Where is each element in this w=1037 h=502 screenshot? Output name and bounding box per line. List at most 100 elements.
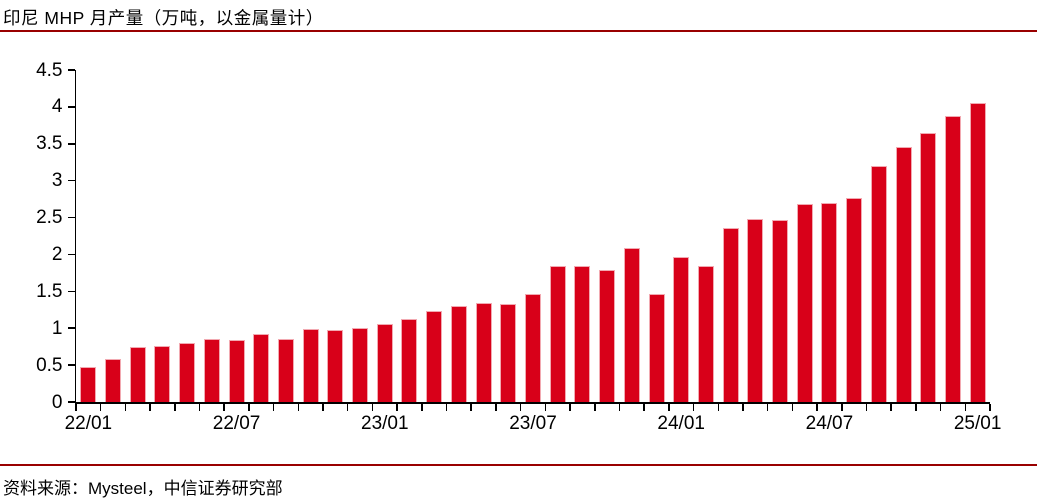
x-axis-tick-label: 23/01 [361, 413, 409, 434]
bar [549, 266, 566, 402]
chart-title: 印尼 MHP 月产量（万吨，以金属量计） [3, 8, 324, 28]
x-axis-tick [421, 403, 423, 411]
bar [920, 133, 937, 402]
bar [599, 269, 616, 402]
x-axis-tick [149, 403, 151, 411]
bar [327, 330, 344, 402]
x-axis-tick [594, 403, 596, 411]
y-axis-tick-label: 4.5 [36, 59, 63, 81]
y-axis-tick-label: 4 [51, 96, 63, 118]
bar [870, 165, 887, 402]
y-axis-tick [67, 364, 75, 366]
x-axis-tick-label: 23/07 [509, 413, 557, 434]
x-axis-tick [742, 403, 744, 411]
x-axis-tick [322, 403, 324, 411]
bar [154, 345, 171, 402]
x-axis-tick [865, 403, 868, 411]
x-axis-tick [99, 403, 102, 411]
bar [401, 319, 418, 402]
y-axis-tick [67, 69, 75, 71]
bar [228, 340, 245, 402]
y-axis-tick-label: 3 [51, 170, 63, 192]
x-axis-tick [470, 403, 472, 411]
bar [105, 359, 122, 402]
y-axis-tick [67, 106, 75, 108]
x-axis-tick [544, 403, 547, 411]
bar [500, 303, 517, 402]
x-axis-tick [75, 403, 77, 411]
bar [969, 103, 986, 402]
y-axis-tick [67, 179, 75, 182]
y-axis-tick [67, 401, 75, 403]
x-axis-tick [717, 403, 720, 411]
x-axis-tick [124, 403, 127, 411]
x-axis-tick [939, 403, 942, 411]
x-axis-tick [915, 403, 917, 411]
bar [203, 339, 220, 402]
x-axis-tick [841, 403, 843, 411]
x-axis-tick [668, 403, 670, 411]
y-axis-tick-label: 0 [51, 391, 63, 413]
x-axis-tick-label: 22/01 [64, 413, 113, 434]
x-axis-tick-label: 25/01 [953, 413, 1002, 434]
x-axis-tick [643, 403, 645, 411]
x-axis-tick [519, 403, 522, 411]
bar [623, 247, 640, 402]
bar [525, 294, 541, 402]
x-axis-tick [346, 403, 349, 411]
bar [376, 323, 393, 402]
bar [302, 328, 319, 402]
x-axis-tick [297, 403, 300, 411]
x-axis-tick [445, 403, 448, 411]
x-axis-tick [174, 403, 176, 411]
x-axis-tick [569, 403, 571, 411]
bar [80, 367, 97, 402]
bar [673, 257, 690, 402]
y-axis-tick [67, 253, 75, 256]
bar [821, 202, 838, 402]
x-axis-tick [248, 403, 250, 411]
x-axis-tick [692, 403, 695, 411]
bar [796, 204, 813, 402]
bar [648, 294, 665, 402]
x-axis-tick [371, 403, 374, 411]
bar [450, 306, 467, 402]
bar [895, 147, 912, 402]
x-axis-tick [964, 403, 967, 411]
x-axis-tick [890, 403, 892, 411]
y-axis-line [74, 70, 76, 402]
bar [426, 311, 443, 402]
y-axis-tick-label: 0.5 [36, 354, 63, 376]
bar [722, 227, 739, 402]
y-axis-tick-label: 1 [51, 317, 63, 339]
bar [574, 265, 591, 402]
bar [697, 266, 714, 402]
x-axis-tick-label: 24/07 [805, 413, 854, 434]
y-axis-tick-label: 2 [51, 243, 63, 265]
y-axis-tick [67, 143, 75, 145]
x-axis-tick-label: 22/07 [212, 413, 261, 434]
bar [747, 219, 764, 402]
x-axis-tick [396, 403, 398, 411]
x-axis-tick [816, 403, 818, 411]
data-source-text: 资料来源：Mysteel，中信证券研究部 [3, 479, 283, 498]
footer-divider-line [0, 464, 1037, 466]
x-axis-tick [989, 403, 991, 411]
x-axis-tick [223, 403, 225, 411]
bar [277, 338, 294, 402]
x-axis-tick [198, 403, 201, 411]
bar [944, 116, 961, 402]
y-axis-tick-label: 3.5 [36, 133, 63, 155]
x-axis-line [74, 402, 990, 404]
x-axis-tick [272, 403, 275, 411]
y-axis-tick [67, 290, 75, 293]
x-axis-tick [618, 403, 621, 411]
x-axis-tick [791, 403, 794, 411]
bar [253, 334, 270, 402]
bar [475, 303, 492, 402]
y-axis-tick [67, 216, 75, 219]
x-axis-tick [766, 403, 769, 411]
bar [352, 328, 369, 402]
